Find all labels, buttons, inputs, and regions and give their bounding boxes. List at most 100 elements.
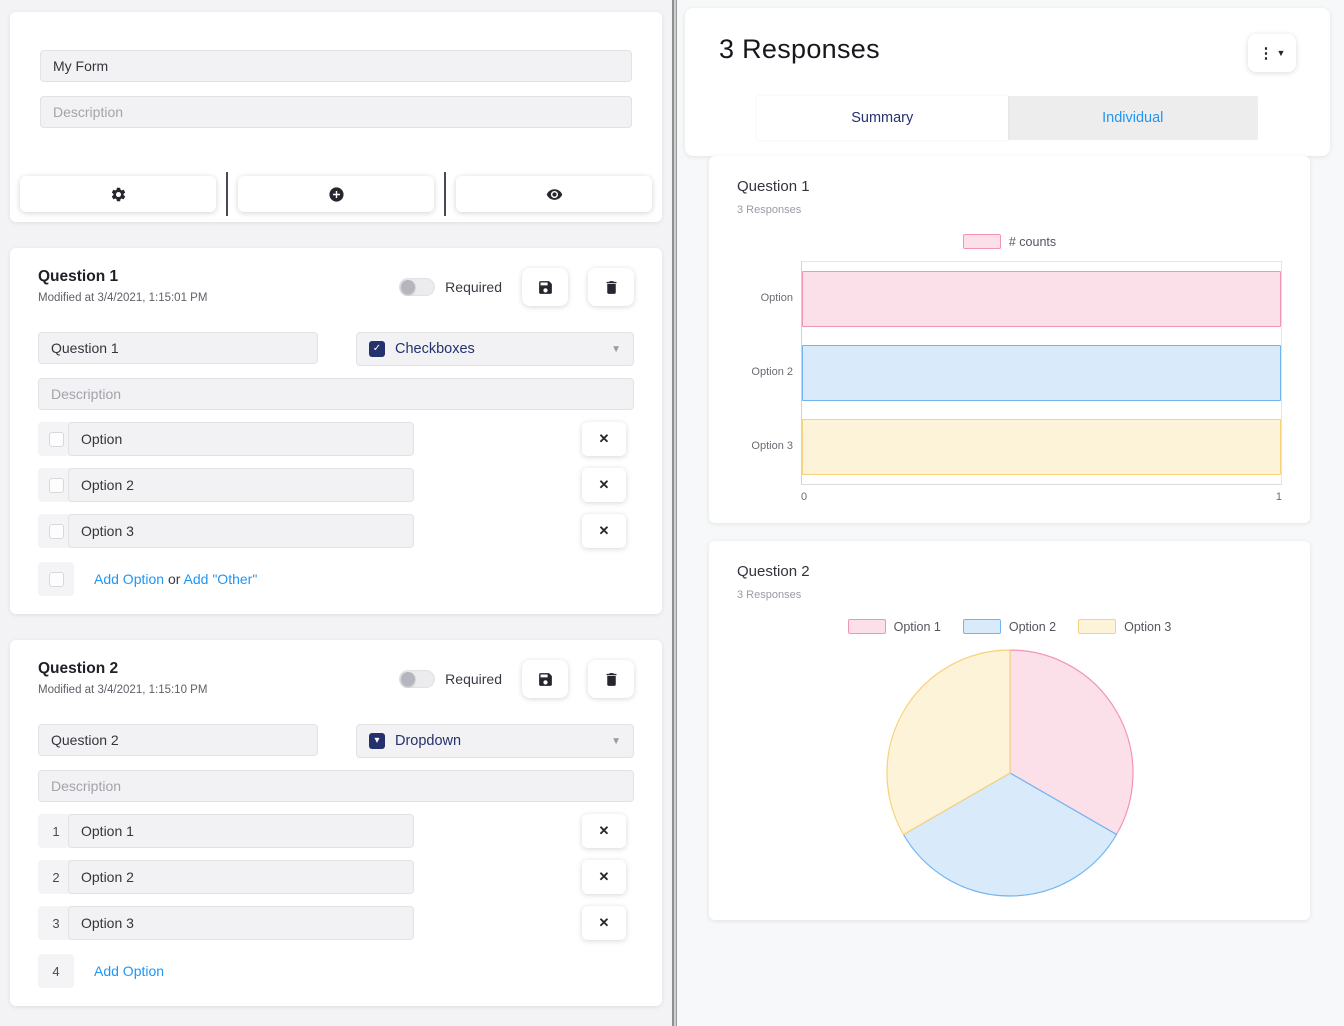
close-icon: ✕ bbox=[598, 823, 610, 838]
bar-plot-rows bbox=[801, 261, 1282, 485]
legend-item[interactable]: Option 2 bbox=[962, 619, 1057, 634]
question-2-header: Question 2 Modified at 3/4/2021, 1:15:10… bbox=[38, 660, 634, 698]
chart-response-count: 3 Responses bbox=[737, 589, 802, 601]
chevron-down-icon: ▼ bbox=[611, 343, 621, 355]
option-row: 3 ✕ bbox=[38, 906, 634, 940]
preview-form-button[interactable] bbox=[456, 176, 652, 212]
bar-row bbox=[802, 410, 1281, 484]
chevron-down-icon: ▼ bbox=[611, 735, 621, 747]
bar-segment bbox=[802, 345, 1281, 401]
panel-divider[interactable] bbox=[672, 0, 677, 1026]
option-input[interactable] bbox=[68, 422, 414, 456]
tab-summary[interactable]: Summary bbox=[757, 96, 1008, 140]
option-input[interactable] bbox=[68, 514, 414, 548]
form-settings-button[interactable] bbox=[20, 176, 216, 212]
x-tick-label: 0 bbox=[801, 491, 808, 503]
question-type-label: Checkboxes bbox=[395, 341, 475, 357]
option-row: ✕ bbox=[38, 422, 634, 456]
add-option-link[interactable]: Add Option bbox=[94, 963, 165, 979]
pie-slice bbox=[1008, 649, 1134, 836]
pie-legend: Option 1 Option 2 Option 3 bbox=[737, 619, 1282, 634]
question-modified-timestamp: Modified at 3/4/2021, 1:15:10 PM bbox=[38, 684, 208, 696]
form-description-input[interactable] bbox=[40, 96, 632, 128]
required-toggle[interactable] bbox=[399, 670, 436, 688]
responses-tabs: Summary Individual bbox=[757, 96, 1258, 140]
question-type-label: Dropdown bbox=[395, 733, 462, 749]
question-type-select[interactable]: ▾ Dropdown ▼ bbox=[356, 724, 634, 758]
add-other-link[interactable]: Add "Other" bbox=[183, 571, 258, 587]
option-input[interactable] bbox=[68, 468, 414, 502]
remove-option-button[interactable]: ✕ bbox=[582, 906, 626, 940]
bar-category-label: Option 2 bbox=[751, 366, 793, 378]
add-question-button[interactable] bbox=[238, 176, 434, 212]
form-title-input[interactable] bbox=[40, 50, 632, 82]
question-description-input[interactable] bbox=[38, 770, 634, 802]
bar-legend: # counts bbox=[737, 234, 1282, 249]
required-label: Required bbox=[445, 671, 502, 687]
remove-option-button[interactable]: ✕ bbox=[582, 468, 626, 502]
chart-response-count: 3 Responses bbox=[737, 204, 802, 216]
toggle-knob bbox=[401, 280, 416, 294]
option-input[interactable] bbox=[68, 860, 414, 894]
option-checkbox[interactable] bbox=[48, 523, 64, 539]
chevron-down-icon: ▼ bbox=[1276, 48, 1286, 58]
option-number: 2 bbox=[52, 869, 60, 885]
pie-slice bbox=[902, 772, 1117, 897]
close-icon: ✕ bbox=[598, 915, 610, 930]
close-icon: ✕ bbox=[598, 869, 610, 884]
responses-menu-button[interactable]: ⋮ ▼ bbox=[1248, 34, 1296, 72]
legend-swatch bbox=[1078, 619, 1117, 634]
remove-option-button[interactable]: ✕ bbox=[582, 422, 626, 456]
add-option-row: 4 Add Option bbox=[38, 954, 634, 988]
tab-individual[interactable]: Individual bbox=[1102, 110, 1164, 126]
question-text-input[interactable] bbox=[38, 724, 318, 756]
bar-row bbox=[802, 262, 1281, 336]
remove-option-button[interactable]: ✕ bbox=[582, 514, 626, 548]
legend-label: Option 2 bbox=[1008, 619, 1057, 634]
bar-category-label: Option bbox=[760, 292, 793, 304]
legend-swatch bbox=[847, 619, 886, 634]
save-question-button[interactable] bbox=[522, 268, 568, 306]
legend-label: Option 1 bbox=[893, 619, 941, 634]
delete-question-button[interactable] bbox=[588, 268, 634, 306]
legend-item[interactable]: # counts bbox=[962, 234, 1056, 249]
legend-item[interactable]: Option 3 bbox=[1078, 619, 1171, 634]
plus-circle-icon bbox=[328, 186, 344, 202]
delete-question-button[interactable] bbox=[588, 660, 634, 698]
trash-icon bbox=[606, 672, 616, 686]
required-label: Required bbox=[445, 279, 502, 295]
pie-slice bbox=[885, 649, 1011, 836]
form-settings-card bbox=[10, 12, 662, 222]
add-option-link[interactable]: Add Option bbox=[94, 571, 165, 587]
option-checkbox bbox=[48, 571, 64, 587]
remove-option-button[interactable]: ✕ bbox=[582, 814, 626, 848]
checkbox-checked-icon: ✓ bbox=[369, 341, 385, 357]
option-number: 4 bbox=[52, 963, 60, 979]
remove-option-button[interactable]: ✕ bbox=[582, 860, 626, 894]
bar-axis-labels: Option Option 2 Option 3 bbox=[737, 261, 801, 503]
eye-icon bbox=[546, 188, 562, 200]
required-toggle[interactable] bbox=[399, 278, 436, 296]
option-input[interactable] bbox=[68, 814, 414, 848]
bar-row bbox=[802, 336, 1281, 410]
question-card-2: Question 2 Modified at 3/4/2021, 1:15:10… bbox=[10, 640, 662, 1006]
close-icon: ✕ bbox=[598, 431, 610, 446]
option-checkbox[interactable] bbox=[48, 431, 64, 447]
question-modified-timestamp: Modified at 3/4/2021, 1:15:01 PM bbox=[38, 292, 208, 304]
question-text-input[interactable] bbox=[38, 332, 318, 364]
save-icon bbox=[538, 280, 552, 294]
option-input[interactable] bbox=[68, 906, 414, 940]
close-icon: ✕ bbox=[598, 523, 610, 538]
dropdown-square-icon: ▾ bbox=[369, 733, 385, 749]
bar-category-label: Option 3 bbox=[751, 440, 793, 452]
question-type-select[interactable]: ✓ Checkboxes ▼ bbox=[356, 332, 634, 366]
option-checkbox[interactable] bbox=[48, 477, 64, 493]
save-question-button[interactable] bbox=[522, 660, 568, 698]
legend-item[interactable]: Option 1 bbox=[847, 619, 941, 634]
close-icon: ✕ bbox=[598, 477, 610, 492]
bar-segment bbox=[802, 419, 1281, 475]
question-description-input[interactable] bbox=[38, 378, 634, 410]
